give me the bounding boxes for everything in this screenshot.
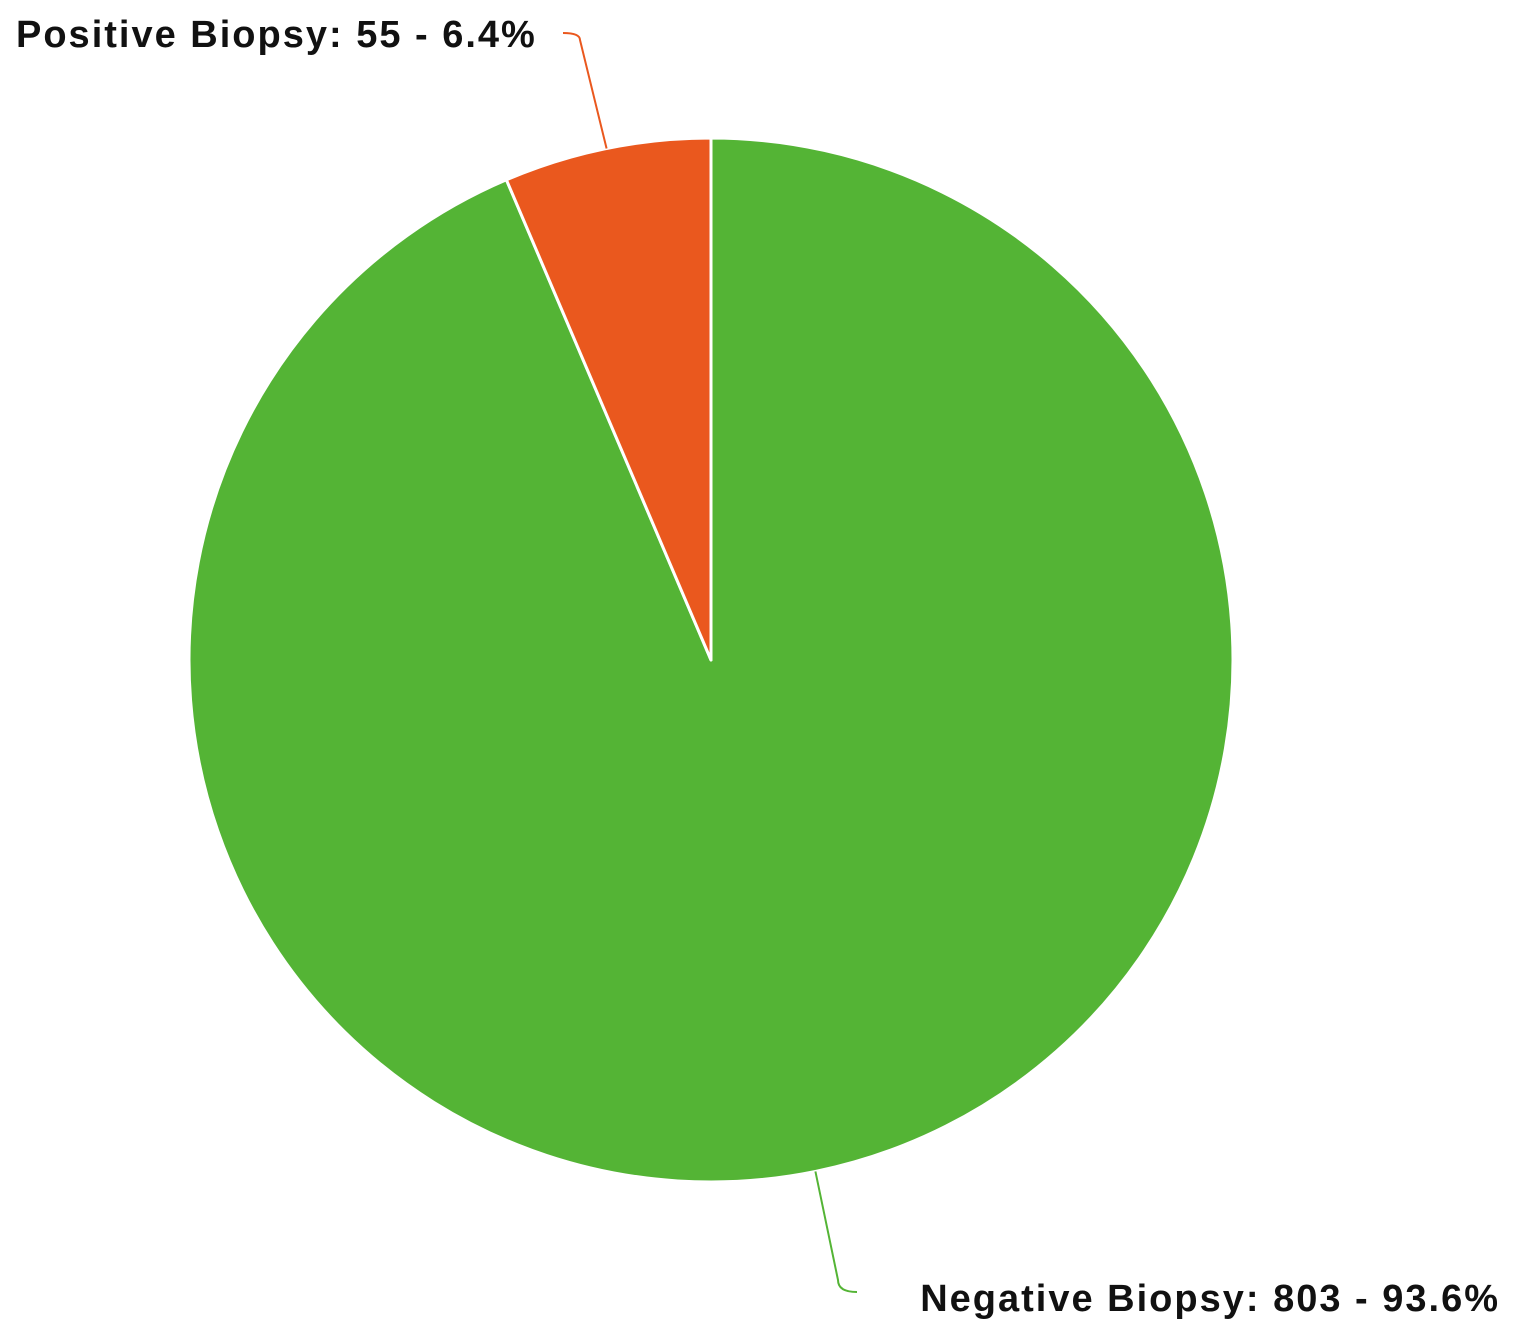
leader-line-negative-biopsy: [814, 1171, 858, 1293]
pie-slices: [187, 136, 1235, 1184]
slice-label-negative-biopsy: Negative Biopsy: 803 - 93.6%: [920, 1278, 1500, 1320]
pie-slice-positive-biopsy[interactable]: [504, 136, 713, 662]
slice-label-positive-biopsy: Positive Biopsy: 55 - 6.4%: [16, 14, 537, 56]
leader-line-positive-biopsy: [562, 32, 608, 149]
leader-lines: [562, 32, 858, 1293]
